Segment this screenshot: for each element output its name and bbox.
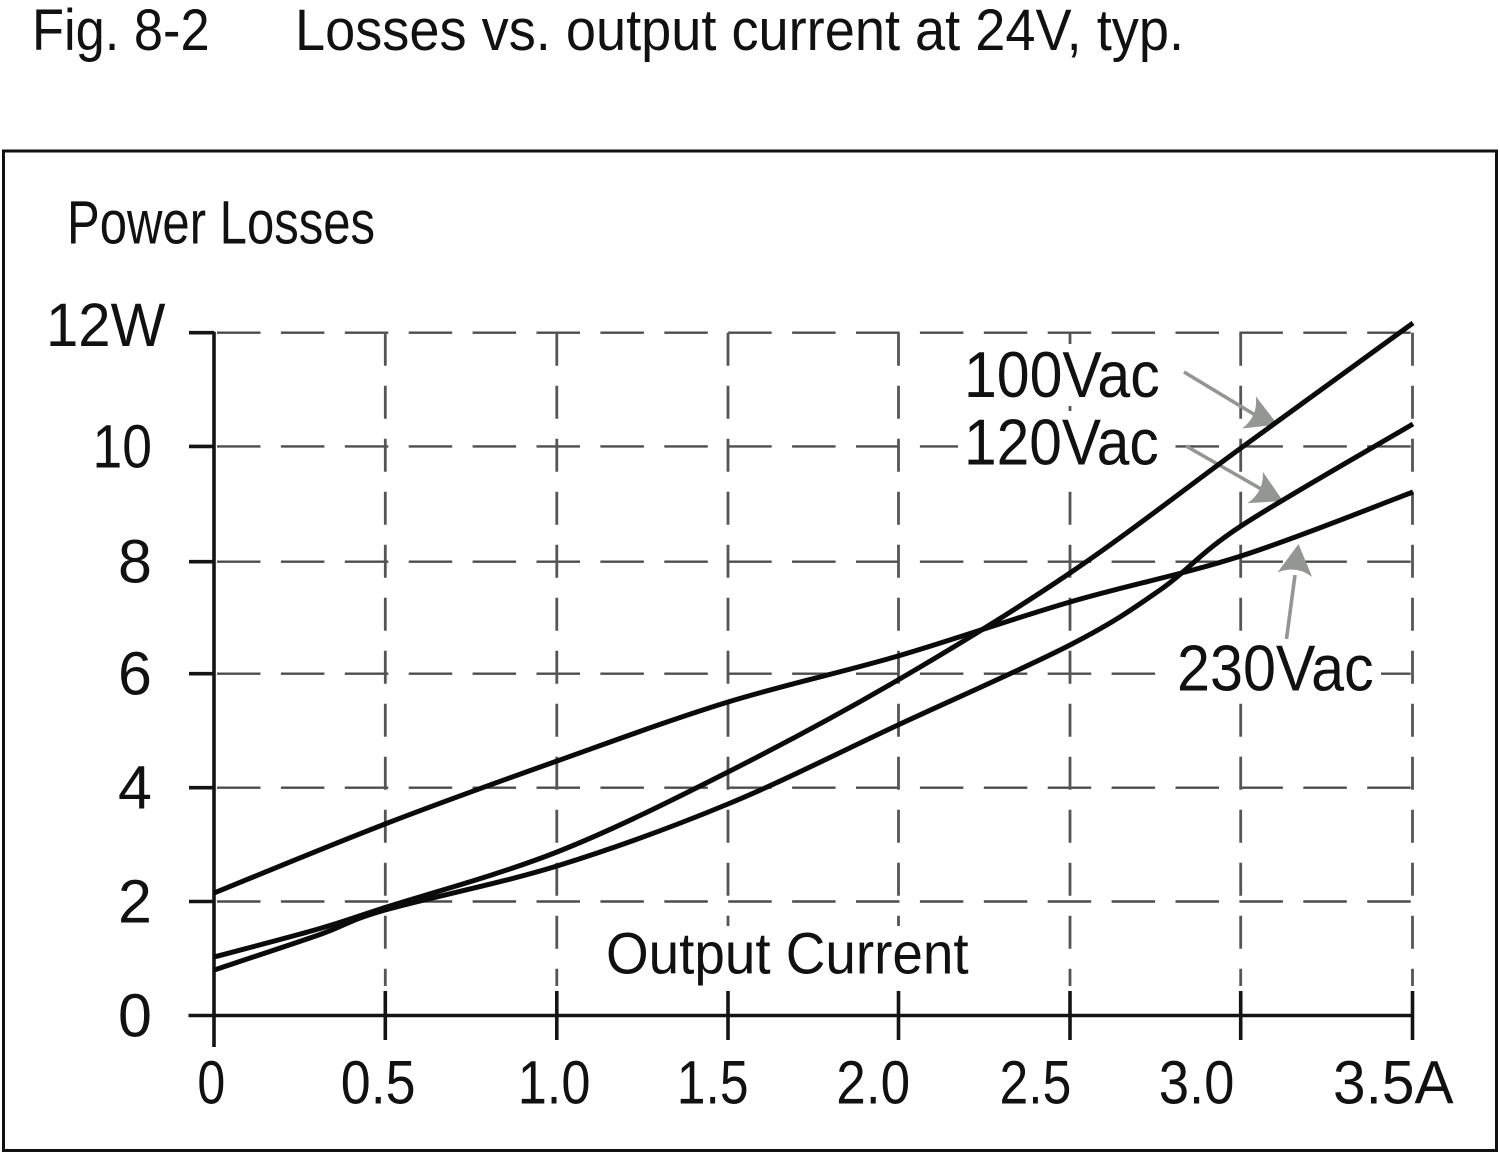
svg-text:1.0: 1.0 — [518, 1049, 591, 1117]
svg-text:2.0: 2.0 — [836, 1049, 910, 1117]
svg-text:3.0: 3.0 — [1159, 1049, 1235, 1117]
svg-text:6: 6 — [118, 640, 152, 708]
svg-text:2: 2 — [118, 868, 152, 936]
svg-text:Losses vs. output current at 2: Losses vs. output current at 24V, typ. — [295, 0, 1184, 63]
svg-text:4: 4 — [118, 754, 152, 822]
svg-text:10: 10 — [93, 412, 152, 480]
svg-text:0: 0 — [197, 1049, 225, 1117]
svg-text:100Vac: 100Vac — [964, 338, 1160, 411]
svg-text:12W: 12W — [46, 291, 166, 359]
svg-text:120Vac: 120Vac — [964, 406, 1159, 479]
svg-text:2.5: 2.5 — [1000, 1049, 1072, 1117]
svg-text:Fig. 8-2: Fig. 8-2 — [32, 0, 210, 63]
svg-text:1.5: 1.5 — [677, 1049, 749, 1117]
svg-text:0.5: 0.5 — [341, 1049, 416, 1117]
svg-text:Power Losses: Power Losses — [67, 189, 375, 257]
svg-text:230Vac: 230Vac — [1177, 632, 1374, 705]
svg-text:0: 0 — [118, 982, 152, 1050]
svg-text:3.5A: 3.5A — [1333, 1049, 1454, 1117]
svg-text:8: 8 — [118, 528, 152, 596]
svg-text:Output Current: Output Current — [606, 922, 969, 987]
